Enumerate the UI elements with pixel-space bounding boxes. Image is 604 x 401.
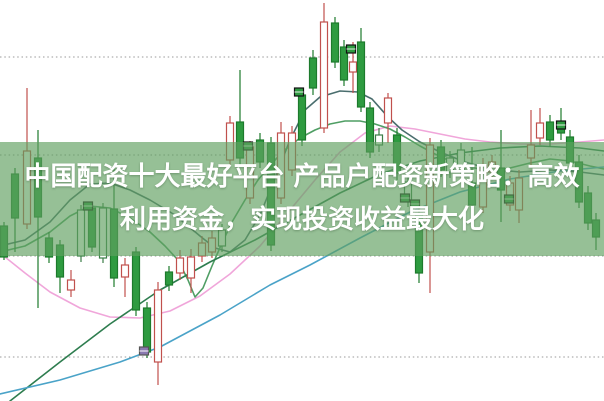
candle-body bbox=[356, 41, 366, 108]
candle-body bbox=[308, 57, 318, 89]
candle-body bbox=[535, 122, 545, 139]
candle-body bbox=[339, 46, 349, 81]
candle-body bbox=[186, 256, 196, 279]
candle-body bbox=[383, 97, 393, 124]
candle-body bbox=[545, 121, 555, 141]
candle-body bbox=[131, 251, 141, 311]
candle-body bbox=[120, 264, 130, 278]
headline-line-1: 中国配资十大最好平台 产品户配资新策略：高效 bbox=[24, 162, 580, 192]
candle-body bbox=[175, 257, 185, 274]
candle-body bbox=[142, 307, 152, 353]
candle-body bbox=[330, 22, 340, 63]
candle-body bbox=[319, 21, 329, 129]
candle-body bbox=[297, 94, 307, 141]
candle-body bbox=[164, 271, 174, 286]
headline-line-2: 利用资金，实现投资收益最大化 bbox=[119, 205, 484, 235]
candle-body bbox=[348, 61, 358, 73]
candle-body bbox=[153, 289, 163, 363]
candle-body bbox=[66, 279, 76, 291]
headline-banner: 中国配资十大最好平台 产品户配资新策略：高效 利用资金，实现投资收益最大化 bbox=[0, 142, 604, 256]
